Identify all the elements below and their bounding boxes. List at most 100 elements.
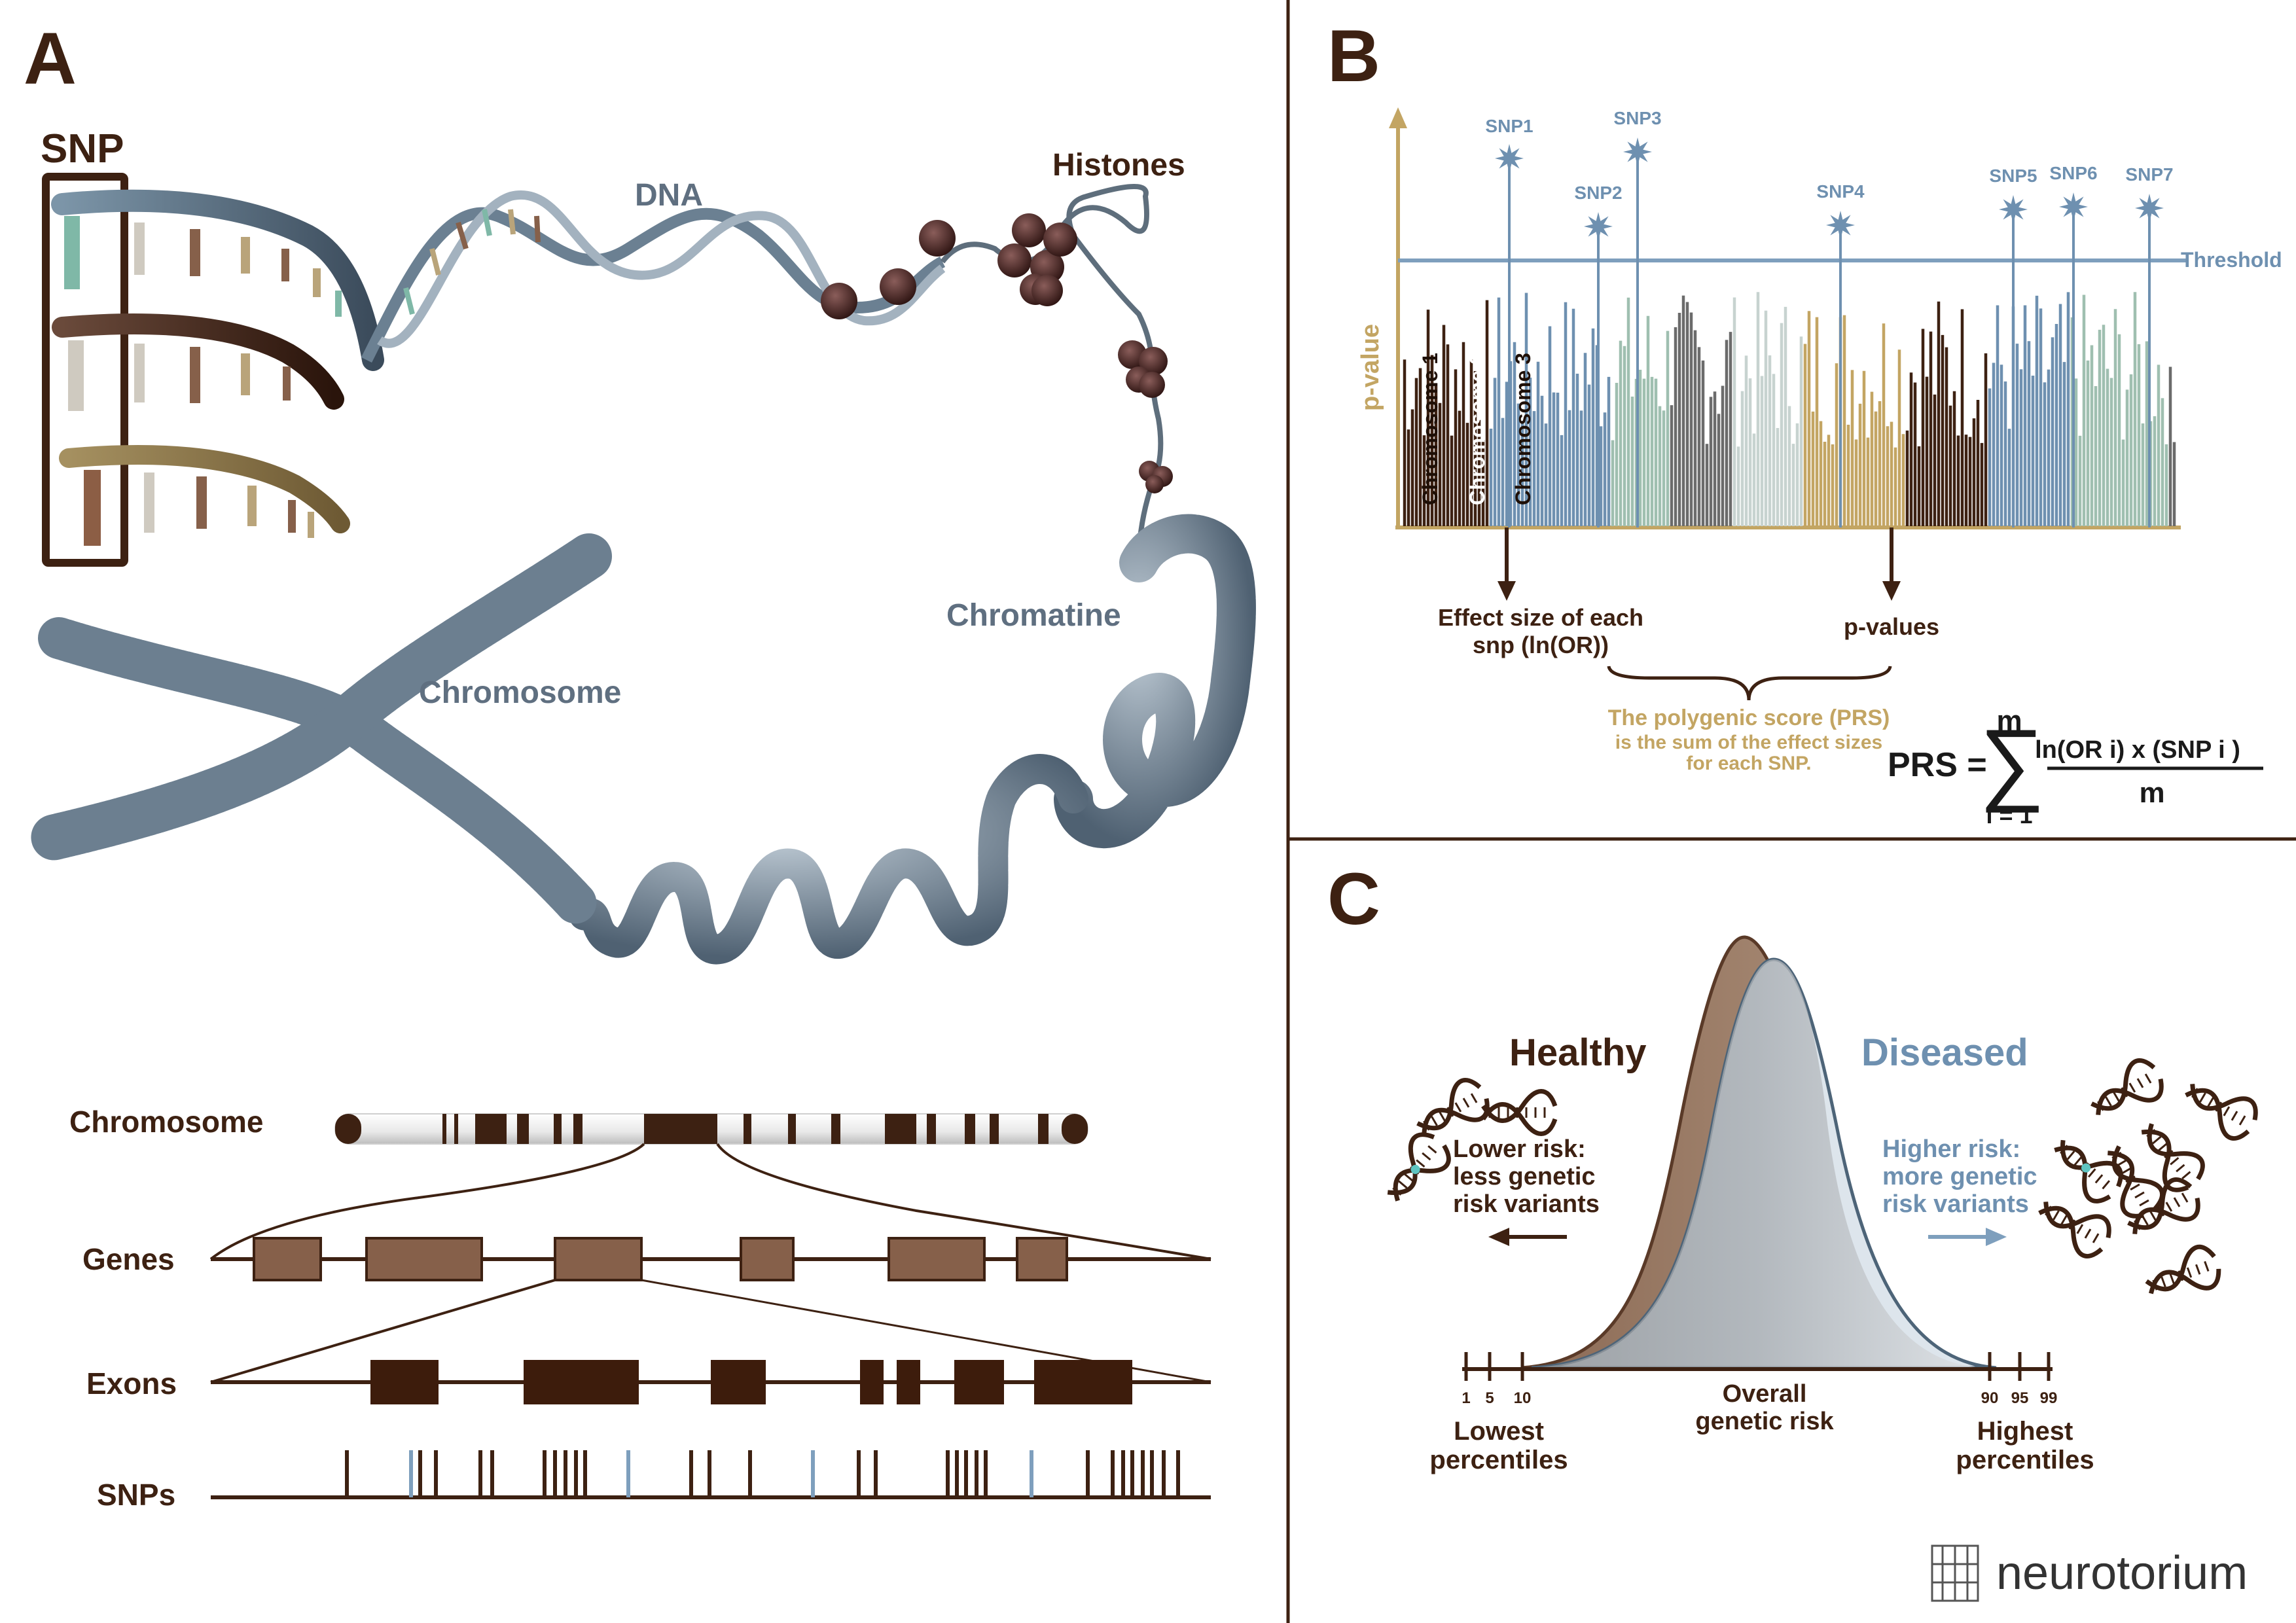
dna-helix-icon [2054, 1139, 2123, 1204]
panel-b-letter: B [1327, 15, 1380, 97]
tick-label-10: 10 [1514, 1389, 1532, 1407]
tick-label-1: 1 [1462, 1389, 1470, 1407]
dna-label: DNA [635, 178, 703, 213]
snp-star-icon [1495, 144, 1524, 173]
formula-sum-bottom: i = 1 [1986, 802, 2032, 829]
prs-formula: PRS = ∑ m i = 1 ln(OR i) x (SNP i ) m [1888, 705, 2263, 829]
snp-star-icon [1623, 137, 1652, 166]
snp-label: SNP1 [1485, 116, 1533, 136]
snp-label: SNP4 [1816, 181, 1865, 202]
chromosome-2-label: Chromosome 2 [1465, 353, 1489, 505]
formula-numerator: ln(OR i) x (SNP i ) [2035, 736, 2240, 764]
neurotorium-logo-icon [1931, 1544, 1979, 1602]
y-axis-label: p-value [1357, 324, 1384, 411]
higher-risk-2: more genetic [1882, 1163, 2037, 1190]
snp-label: SNP6 [2049, 163, 2097, 183]
manhattan-bars [1403, 292, 2176, 526]
dna-icons [1387, 1058, 2258, 1294]
dna-helix-icon [1387, 1132, 1451, 1202]
dna-helix-icon [2090, 1058, 2164, 1115]
y-axis-arrow [1389, 107, 1407, 128]
snp-star-icon [2059, 192, 2088, 221]
higher-risk-arrowhead [1986, 1228, 2007, 1246]
threshold-label: Threshold [2181, 248, 2282, 272]
dna-helix-icon [2185, 1084, 2258, 1141]
lowest-2: percentiles [1429, 1446, 1568, 1474]
track-label-exons: Exons [86, 1366, 177, 1400]
sum-symbol: ∑ [1979, 710, 2045, 813]
snp-star-icon [2135, 194, 2164, 223]
pvalues-arrowhead [1882, 581, 1901, 601]
chromatine-label: Chromatine [946, 598, 1121, 633]
effect-size-arrowhead [1498, 581, 1516, 601]
diseased-label: Diseased [1861, 1031, 2028, 1074]
formula-denominator: m [2139, 777, 2164, 809]
snp-star-icon [1999, 195, 2028, 224]
curly-brace [1607, 666, 1892, 701]
overall-risk-2: genetic risk [1695, 1408, 1834, 1435]
panel-c: C 1 5 10 90 95 99 Healthy Diseased Lower… [1327, 858, 2258, 1474]
dna-helix-icon [2038, 1202, 2111, 1258]
higher-risk-3: risk variants [1882, 1190, 2029, 1218]
snp-star-icon [1584, 212, 1613, 241]
chromatine-coil: Chromatine [567, 514, 1256, 965]
histone-chain: Histones [821, 148, 1185, 563]
histones-label: Histones [1052, 148, 1185, 183]
dna-strand-blue [51, 189, 384, 371]
chromosome-label: Chromosome [419, 675, 621, 710]
snps-track [211, 1450, 1211, 1499]
panel-a-letter: A [24, 18, 77, 99]
gene-structure-diagram: Chromosome Genes Exons SNPs [69, 1105, 1211, 1512]
higher-risk-1: Higher risk: [1882, 1135, 2020, 1163]
exons-track [211, 1360, 1211, 1404]
right-ticks [1988, 1352, 2051, 1381]
track-label-snps: SNPs [97, 1478, 175, 1512]
formula-sum-top: m [1996, 705, 2022, 737]
snp-label: SNP7 [2125, 164, 2173, 185]
panel-a: A SNP [24, 18, 1256, 1512]
dna-double-helix: DNA [361, 178, 946, 363]
dna-helix-icon [1481, 1089, 1558, 1136]
prs-desc-2: for each SNP. [1686, 753, 1811, 774]
panel-c-letter: C [1327, 858, 1380, 940]
dna-helix-icon [2145, 1244, 2221, 1294]
chromosome-1-label: Chromosome 1 [1418, 353, 1442, 505]
healthy-label: Healthy [1509, 1031, 1647, 1074]
tick-label-5: 5 [1485, 1389, 1494, 1407]
lower-risk-2: less genetic [1453, 1163, 1596, 1190]
track-label-chromosome: Chromosome [69, 1105, 263, 1139]
left-ticks [1464, 1352, 1524, 1381]
x-chromosome: Chromosome [29, 533, 621, 924]
lowest-1: Lowest [1454, 1417, 1544, 1446]
lower-risk-1: Lower risk: [1453, 1135, 1586, 1163]
brand-name: neurotorium [1996, 1547, 2248, 1599]
tick-label-99: 99 [2040, 1389, 2058, 1407]
pvalues-label: p-values [1844, 613, 1939, 640]
snp-label: SNP [41, 126, 124, 171]
chromosome-ideogram [334, 1113, 1088, 1145]
snp-highlight-box [42, 173, 128, 567]
formula-lhs: PRS = [1888, 746, 1987, 784]
dna-strand-gold [59, 445, 350, 546]
highest-2: percentiles [1956, 1446, 2094, 1474]
snp-label: SNP2 [1574, 183, 1622, 203]
track-label-genes: Genes [82, 1242, 175, 1276]
highest-1: Highest [1977, 1417, 2073, 1446]
snp-star-icon [1826, 211, 1855, 240]
genes-track [211, 1237, 1211, 1281]
snp-label: SNP5 [1989, 166, 2037, 186]
snp-markers: SNP1 SNP2 SNP3 SNP4 SNP5 SNP6 SNP7 [1485, 108, 2174, 527]
lower-risk-3: risk variants [1453, 1190, 1600, 1218]
chromosome-3-label: Chromosome 3 [1511, 353, 1535, 505]
dna-strand-brown [52, 313, 344, 411]
neurotorium-logo: neurotorium [1931, 1544, 2248, 1602]
prs-title: The polygenic score (PRS) [1608, 705, 1890, 730]
lower-risk-arrowhead [1488, 1228, 1509, 1246]
overlap-distribution [1532, 959, 1983, 1368]
prs-desc-1: is the sum of the effect sizes [1615, 732, 1882, 753]
snp-label: SNP3 [1613, 108, 1661, 128]
dna-helix-icon [2127, 1177, 2200, 1234]
tick-label-90: 90 [1981, 1389, 1999, 1407]
tick-label-95: 95 [2011, 1389, 2029, 1407]
